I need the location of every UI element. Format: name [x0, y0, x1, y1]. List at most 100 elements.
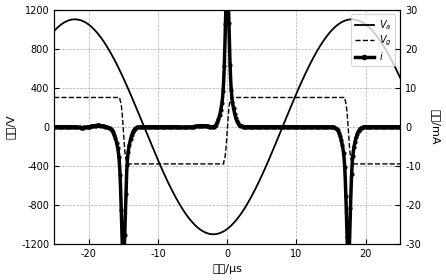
Point — [295, 125, 302, 129]
Point — [242, 125, 249, 129]
Point — [390, 125, 397, 129]
Point — [394, 125, 401, 129]
Point — [361, 125, 368, 129]
Point — [230, 106, 237, 111]
Point — [91, 123, 98, 128]
Point — [303, 125, 310, 129]
Point — [79, 125, 87, 130]
Point — [391, 125, 398, 129]
Point — [285, 125, 292, 129]
Point — [56, 124, 63, 129]
Point — [383, 125, 390, 129]
Point — [343, 235, 351, 239]
Point — [83, 125, 90, 129]
Point — [208, 125, 215, 129]
Point — [250, 125, 257, 129]
Point — [82, 125, 89, 130]
Point — [377, 125, 384, 129]
Point — [147, 125, 154, 129]
Point — [341, 165, 348, 169]
Point — [380, 125, 387, 129]
Point — [237, 123, 244, 128]
Point — [153, 125, 161, 129]
Point — [354, 131, 361, 136]
Point — [217, 108, 224, 112]
Point — [58, 124, 65, 129]
Point — [132, 126, 139, 131]
Point — [93, 123, 100, 128]
Point — [261, 125, 268, 129]
Point — [335, 130, 343, 135]
Point — [180, 125, 187, 130]
Point — [87, 124, 94, 129]
Point — [248, 125, 256, 129]
Point — [55, 125, 62, 129]
Point — [182, 125, 189, 130]
Point — [107, 127, 114, 131]
Point — [392, 125, 399, 129]
Point — [172, 125, 179, 129]
Point — [384, 125, 391, 129]
Point — [306, 125, 314, 129]
Point — [283, 125, 290, 129]
Point — [50, 125, 58, 129]
Point — [327, 125, 334, 129]
Point — [281, 125, 288, 129]
Point — [326, 125, 333, 129]
X-axis label: 时间/μs: 时间/μs — [212, 264, 242, 274]
Point — [173, 125, 180, 129]
Point — [301, 125, 308, 129]
Point — [119, 248, 126, 252]
Point — [71, 125, 78, 129]
Point — [372, 125, 380, 129]
Point — [367, 125, 374, 129]
Point — [371, 125, 378, 129]
Point — [62, 124, 69, 129]
Point — [365, 125, 372, 129]
Point — [205, 124, 212, 129]
Point — [374, 125, 381, 129]
Point — [269, 125, 277, 129]
Point — [137, 125, 145, 129]
Point — [393, 125, 401, 129]
Point — [178, 125, 185, 129]
Point — [76, 125, 83, 130]
Point — [266, 125, 273, 129]
Point — [229, 99, 236, 104]
Point — [186, 125, 193, 129]
Point — [260, 125, 267, 129]
Point — [232, 116, 240, 120]
Point — [106, 126, 113, 130]
Point — [316, 125, 323, 129]
Point — [318, 125, 325, 129]
Point — [340, 151, 347, 155]
Point — [312, 125, 319, 129]
Point — [304, 125, 311, 129]
Point — [319, 125, 326, 129]
Point — [70, 125, 77, 129]
Point — [314, 125, 322, 129]
Point — [254, 125, 261, 129]
Point — [353, 135, 360, 139]
Point — [167, 124, 174, 129]
Point — [245, 125, 252, 129]
Point — [122, 192, 129, 196]
Point — [299, 125, 306, 129]
Point — [290, 125, 297, 129]
Point — [190, 125, 197, 129]
Point — [259, 125, 266, 129]
Point — [298, 125, 306, 129]
Point — [187, 125, 194, 129]
Point — [291, 125, 298, 129]
Point — [311, 125, 318, 129]
Point — [317, 125, 324, 129]
Point — [243, 125, 250, 129]
Point — [102, 124, 109, 129]
Point — [74, 125, 81, 130]
Point — [388, 125, 395, 129]
Point — [368, 125, 375, 129]
Point — [244, 125, 251, 129]
Point — [128, 133, 135, 137]
Point — [66, 124, 73, 129]
Point — [116, 155, 123, 160]
